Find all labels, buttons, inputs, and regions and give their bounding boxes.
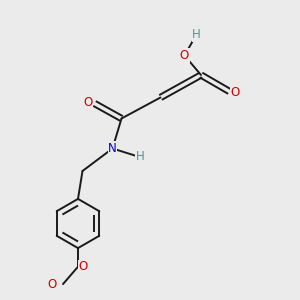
Text: O: O xyxy=(180,49,189,62)
Text: H: H xyxy=(136,149,145,163)
Text: O: O xyxy=(230,86,239,100)
Text: H: H xyxy=(192,28,201,41)
Text: O: O xyxy=(83,95,92,109)
Text: O: O xyxy=(48,278,57,291)
Text: O: O xyxy=(79,260,88,273)
Text: N: N xyxy=(108,142,117,155)
